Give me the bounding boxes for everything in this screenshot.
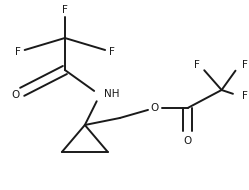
Text: F: F xyxy=(194,60,200,70)
Text: O: O xyxy=(184,136,192,146)
Text: NH: NH xyxy=(104,89,119,99)
Text: F: F xyxy=(109,47,115,57)
Text: F: F xyxy=(15,47,21,57)
Text: F: F xyxy=(242,60,248,70)
Text: O: O xyxy=(12,90,20,100)
Text: O: O xyxy=(151,103,159,113)
Text: F: F xyxy=(242,91,248,101)
Text: F: F xyxy=(62,5,68,15)
